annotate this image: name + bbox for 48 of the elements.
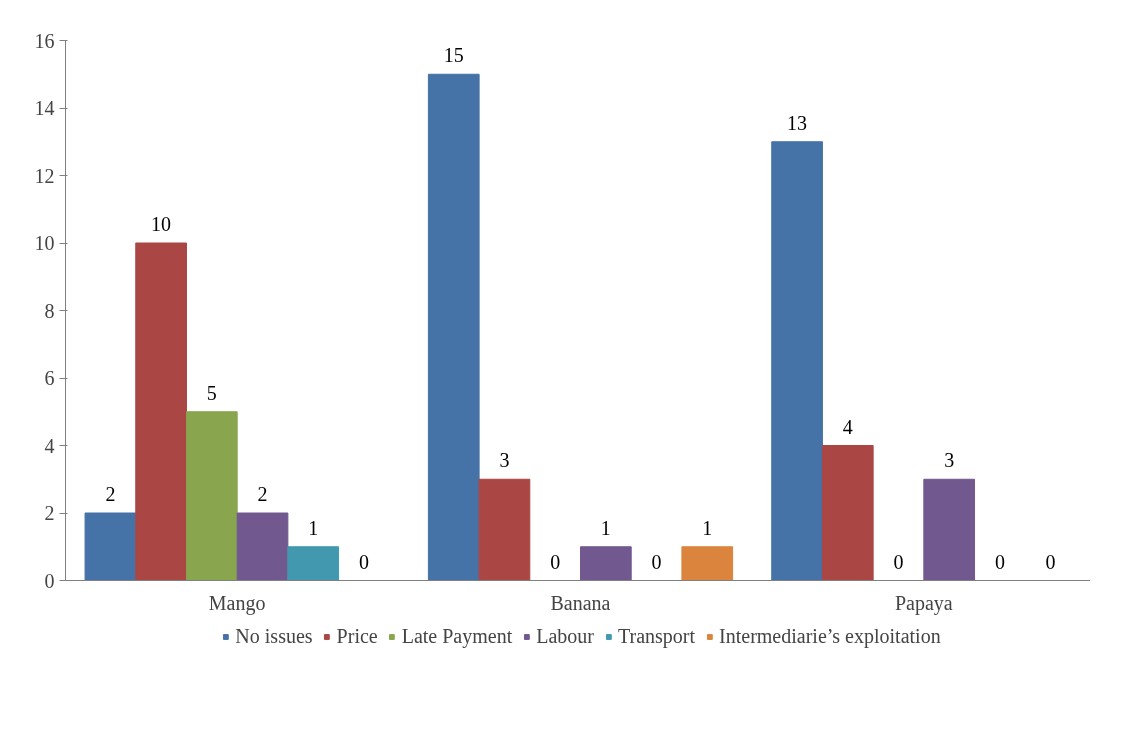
data-label: 0 [550, 550, 561, 573]
y-tick-label: 16 [34, 29, 55, 52]
y-tick-label: 4 [44, 434, 55, 457]
data-label: 15 [443, 44, 464, 67]
bar [287, 546, 340, 581]
legend-label: Intermediarie’s exploitation [719, 624, 941, 648]
data-label: 0 [358, 550, 369, 573]
bar [821, 445, 874, 581]
bar [84, 512, 137, 581]
bar [135, 242, 187, 581]
data-label: 3 [499, 449, 510, 472]
data-label: 1 [600, 516, 611, 539]
x-tick-label: Papaya [894, 591, 953, 615]
data-label: 1 [702, 516, 713, 539]
y-tick-label: 6 [44, 367, 55, 389]
data-label: 0 [1045, 550, 1056, 573]
bar [236, 512, 289, 581]
bar [923, 478, 976, 581]
bar [427, 73, 480, 581]
data-label: 0 [651, 550, 662, 573]
data-label: 0 [994, 550, 1005, 573]
data-label: 4 [842, 415, 853, 438]
data-label: 3 [944, 449, 955, 472]
data-label: 5 [206, 381, 217, 404]
data-label: 0 [893, 550, 904, 573]
bar [771, 141, 823, 581]
data-label: 1 [308, 516, 319, 539]
data-label: 2 [257, 483, 268, 505]
data-label: 13 [787, 111, 808, 134]
bar [478, 478, 531, 581]
bar [185, 411, 238, 581]
legend-label: Price [336, 624, 378, 648]
legend-label: Late Payment [401, 624, 513, 648]
x-tick-label: Mango [208, 591, 266, 615]
data-label: 10 [151, 213, 172, 235]
y-tick-label: 10 [34, 232, 55, 254]
y-tick-label: 14 [34, 97, 55, 119]
y-tick-label: 0 [44, 569, 55, 592]
data-label: 2 [105, 483, 116, 505]
bar [681, 546, 734, 581]
y-tick-label: 12 [34, 164, 55, 187]
x-tick-label: Banana [550, 591, 611, 614]
legend-label: Transport [617, 624, 696, 648]
legend-label: No issues [235, 624, 313, 648]
y-tick-label: 8 [44, 299, 55, 322]
y-tick-label: 2 [44, 502, 55, 524]
legend-label: Labour [536, 624, 594, 648]
bar [580, 546, 632, 581]
